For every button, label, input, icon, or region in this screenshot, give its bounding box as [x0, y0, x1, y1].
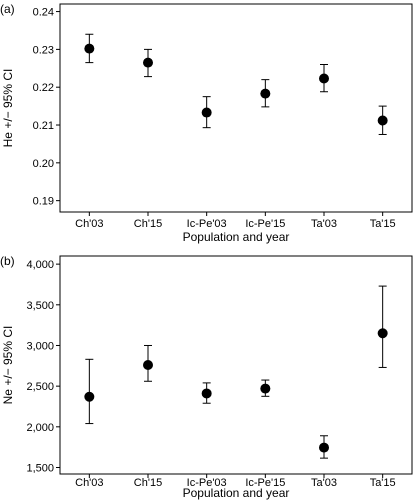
x-tick-label: Ta'03 [311, 218, 337, 230]
data-point [377, 115, 388, 126]
x-tick-label: Ch'03 [75, 218, 103, 230]
panel-b-ticks: 1,500 2,000 2,500 3,000 3,500 4,000 Ch'03 Ch'15… [26, 259, 395, 489]
y-tick-label: 1,500 [26, 462, 54, 474]
y-tick-label: 3,500 [26, 300, 54, 312]
y-tick-label: 2,500 [26, 381, 54, 393]
y-tick-label: 0.22 [33, 82, 54, 94]
x-tick-label: Ic-Pe'15 [245, 477, 285, 489]
data-point [201, 107, 212, 118]
data-point [319, 442, 329, 453]
data-point [143, 360, 153, 370]
panel-b-marks [84, 285, 388, 459]
panel-b-plot-border [59, 255, 413, 475]
panel-b: (b) 1,500 2,000 2,500 3,000 3,500 4,000 Ch'03 C… [0, 254, 413, 500]
data-point [84, 391, 95, 402]
panel-a-marks [84, 33, 388, 135]
panel-a-ticks: 0.19 0.20 0.21 0.22 0.23 0.24 Ch'03 Ch'15 Ic-Pe'… [33, 7, 396, 230]
panel-a-x-axis-title: Population and year [183, 230, 290, 244]
y-tick-label: 0.21 [33, 120, 54, 132]
x-tick-label: Ch'03 [75, 477, 103, 489]
data-point [260, 88, 271, 99]
data-point [319, 73, 329, 84]
x-tick-label: Ic-Pe'03 [187, 477, 227, 489]
x-tick-label: Ic-Pe'15 [245, 218, 285, 230]
data-point [201, 388, 212, 399]
x-tick-label: Ta'15 [370, 477, 396, 489]
x-tick-label: Ta'03 [311, 477, 337, 489]
y-tick-label: 0.24 [33, 7, 54, 19]
data-point [377, 328, 388, 339]
y-tick-label: 0.20 [33, 158, 54, 170]
y-tick-label: 3,000 [26, 340, 54, 352]
panel-b-y-axis-title: Ne +/− 95% CI [1, 326, 15, 405]
panel-a-label: (a) [0, 2, 15, 16]
panel-b-x-axis-title: Population and year [183, 486, 290, 500]
y-tick-label: 0.19 [33, 196, 54, 208]
data-point [84, 43, 95, 54]
y-tick-label: 2,000 [26, 422, 54, 434]
panel-a: (a) 0.19 0.20 0.21 0.22 0.23 0.24 Ch'03 Ch'15 Ic… [0, 2, 413, 244]
x-tick-label: Ch'15 [134, 218, 162, 230]
x-tick-label: Ch'15 [134, 477, 162, 489]
x-tick-label: Ta'15 [370, 218, 396, 230]
panel-a-plot-border [59, 3, 413, 213]
data-point [260, 383, 271, 394]
x-tick-label: Ic-Pe'03 [187, 218, 227, 230]
y-tick-label: 4,000 [26, 259, 54, 271]
panel-a-y-axis-title: He +/− 95% CI [1, 69, 15, 148]
y-tick-label: 0.23 [33, 44, 54, 56]
data-point [143, 57, 153, 68]
panel-b-label: (b) [0, 254, 15, 268]
